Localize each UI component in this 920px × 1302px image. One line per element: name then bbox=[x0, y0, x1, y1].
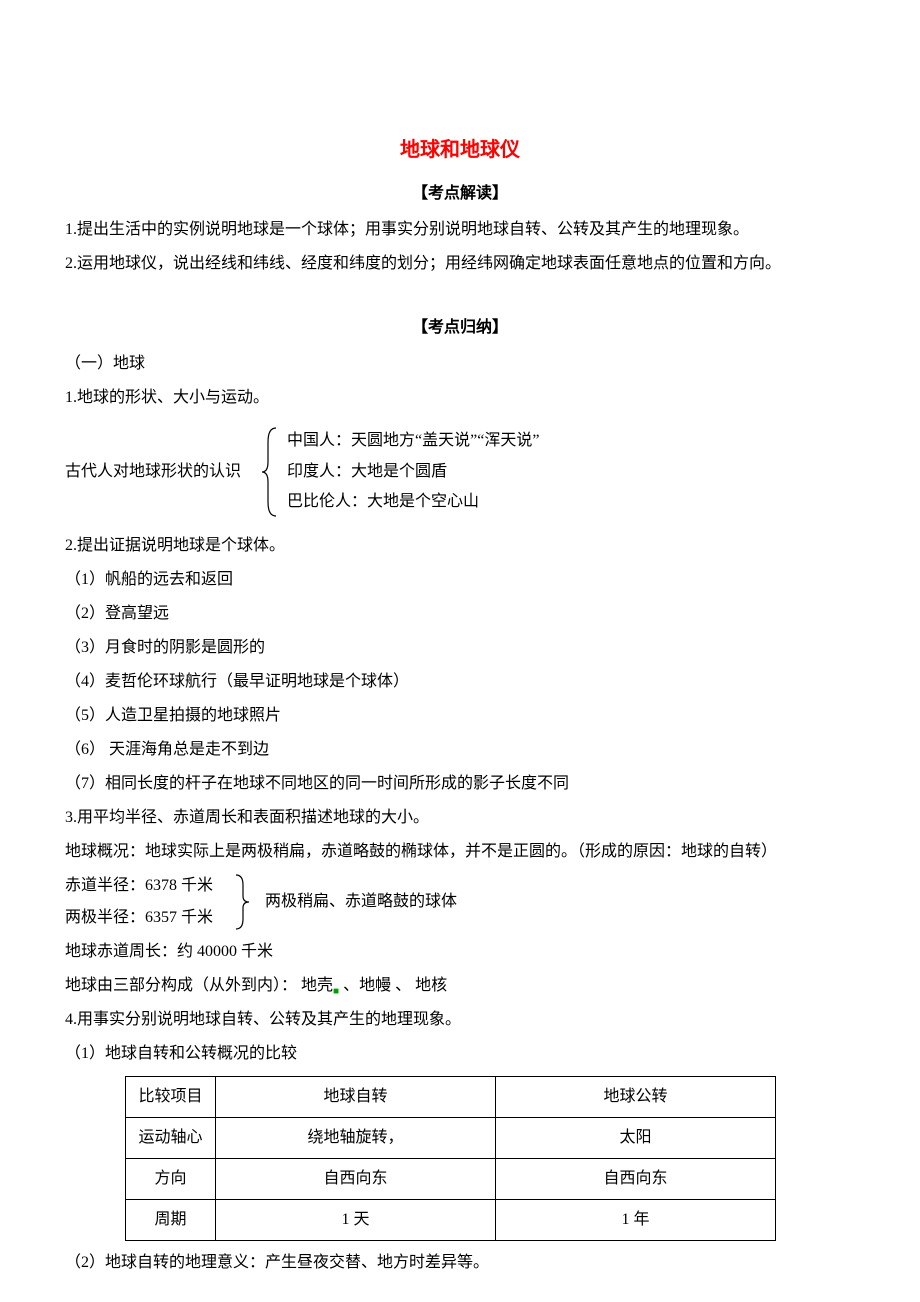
radius-line-2: 两极半径：6357 千米 bbox=[65, 902, 213, 934]
ancient-item: 巴比伦人：大地是个空心山 bbox=[287, 487, 539, 517]
comparison-table: 比较项目 地球自转 地球公转 运动轴心 绕地轴旋转， 太阳 方向 自西向东 自西… bbox=[125, 1076, 776, 1241]
table-cell: 1 年 bbox=[496, 1200, 776, 1241]
radius-line-1: 赤道半径：6378 千米 bbox=[65, 870, 213, 902]
structure-pre: 地球由三部分构成（从外到内）： 地壳 bbox=[65, 977, 333, 994]
table-cell: 自西向东 bbox=[216, 1159, 496, 1200]
curly-brace-right-icon bbox=[231, 873, 253, 931]
evidence-item: （3）月食时的阴影是圆形的 bbox=[65, 632, 855, 664]
curly-brace-left-icon bbox=[259, 426, 281, 518]
heading-earth: （一）地球 bbox=[65, 348, 855, 380]
radius-block: 赤道半径：6378 千米 两极半径：6357 千米 两极稍扁、赤道略鼓的球体 bbox=[65, 870, 855, 934]
table-row: 方向 自西向东 自西向东 bbox=[126, 1159, 776, 1200]
intro-line-2: 2.运用地球仪，说出经线和纬线、经度和纬度的划分；用经纬网确定地球表面任意地点的… bbox=[65, 248, 855, 280]
table-cell: 方向 bbox=[126, 1159, 216, 1200]
table-cell: 太阳 bbox=[496, 1118, 776, 1159]
table-row: 比较项目 地球自转 地球公转 bbox=[126, 1077, 776, 1118]
spacer bbox=[65, 282, 855, 312]
sub-4-2: （2）地球自转的地理意义：产生昼夜交替、地方时差异等。 bbox=[65, 1247, 855, 1279]
ancient-items: 中国人：天圆地方“盖天说”“浑天说” 印度人：大地是个圆盾 巴比伦人：大地是个空… bbox=[287, 426, 539, 517]
structure-post: 、地幔 、 地核 bbox=[339, 977, 447, 994]
table-cell: 1 天 bbox=[216, 1200, 496, 1241]
evidence-item: （1）帆船的远去和返回 bbox=[65, 564, 855, 596]
table-cell: 运动轴心 bbox=[126, 1118, 216, 1159]
point-2: 2.提出证据说明地球是个球体。 bbox=[65, 530, 855, 562]
table-cell: 自西向东 bbox=[496, 1159, 776, 1200]
point-4: 4.用事实分别说明地球自转、公转及其产生的地理现象。 bbox=[65, 1004, 855, 1036]
doc-title: 地球和地球仪 bbox=[65, 130, 855, 170]
evidence-item: （2）登高望远 bbox=[65, 598, 855, 630]
point-1: 1.地球的形状、大小与运动。 bbox=[65, 382, 855, 414]
evidence-item: （5）人造卫星拍摄的地球照片 bbox=[65, 700, 855, 732]
table-header-cell: 比较项目 bbox=[126, 1077, 216, 1118]
table-row: 运动轴心 绕地轴旋转， 太阳 bbox=[126, 1118, 776, 1159]
evidence-item: （7）相同长度的杆子在地球不同地区的同一时间所形成的影子长度不同 bbox=[65, 768, 855, 800]
earth-structure: 地球由三部分构成（从外到内）： 地壳■ 、地幔 、 地核 bbox=[65, 970, 855, 1002]
ancient-views-block: 古代人对地球形状的认识 中国人：天圆地方“盖天说”“浑天说” 印度人：大地是个圆… bbox=[65, 426, 855, 518]
ancient-label: 古代人对地球形状的认识 bbox=[65, 456, 241, 488]
table-header-cell: 地球公转 bbox=[496, 1077, 776, 1118]
ancient-item: 中国人：天圆地方“盖天说”“浑天说” bbox=[287, 426, 539, 456]
earth-overview: 地球概况：地球实际上是两极稍扁，赤道略鼓的椭球体，并不是正圆的。（形成的原因：地… bbox=[65, 836, 855, 868]
evidence-item: （4）麦哲伦环球航行（最早证明地球是个球体） bbox=[65, 666, 855, 698]
ancient-item: 印度人：大地是个圆盾 bbox=[287, 457, 539, 487]
table-cell: 绕地轴旋转， bbox=[216, 1118, 496, 1159]
table-header-cell: 地球自转 bbox=[216, 1077, 496, 1118]
comparison-table-wrapper: 比较项目 地球自转 地球公转 运动轴心 绕地轴旋转， 太阳 方向 自西向东 自西… bbox=[65, 1076, 855, 1241]
evidence-item: （6） 天涯海角总是走不到边 bbox=[65, 734, 855, 766]
point-3: 3.用平均半径、赤道周长和表面积描述地球的大小。 bbox=[65, 802, 855, 834]
radius-note: 两极稍扁、赤道略鼓的球体 bbox=[265, 886, 457, 918]
intro-line-1: 1.提出生活中的实例说明地球是一个球体；用事实分别说明地球自转、公转及其产生的地… bbox=[65, 214, 855, 246]
table-cell: 周期 bbox=[126, 1200, 216, 1241]
table-row: 周期 1 天 1 年 bbox=[126, 1200, 776, 1241]
radius-lines: 赤道半径：6378 千米 两极半径：6357 千米 bbox=[65, 870, 213, 934]
section-header-1: 【考点解读】 bbox=[65, 178, 855, 210]
section-header-2: 【考点归纳】 bbox=[65, 312, 855, 344]
circumference: 地球赤道周长：约 40000 千米 bbox=[65, 936, 855, 968]
sub-4-1: （1）地球自转和公转概况的比较 bbox=[65, 1038, 855, 1070]
